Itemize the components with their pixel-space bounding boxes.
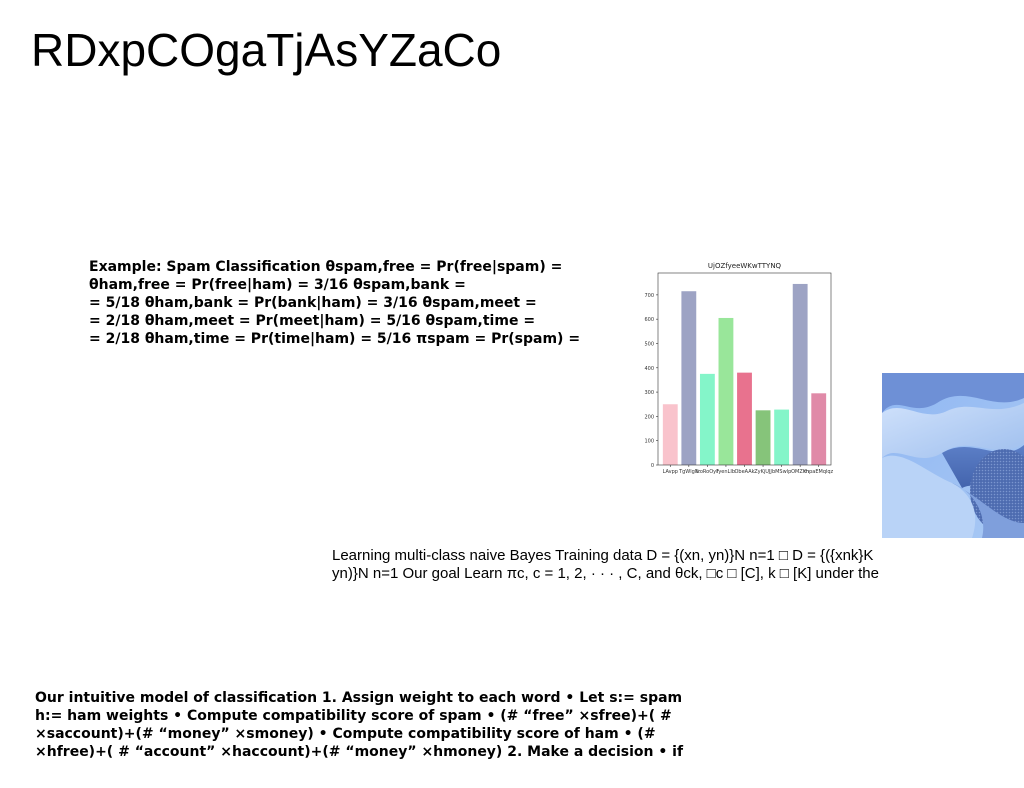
naive-bayes-text: Learning multi-class naive Bayes Trainin… xyxy=(332,547,879,583)
abstract-render-image xyxy=(882,373,1024,538)
x-tick-label: bMSwlp xyxy=(772,469,791,475)
x-tick-label: LAvpp xyxy=(663,469,678,475)
y-tick-label: 0 xyxy=(651,463,654,469)
text-line: ×saccount)+(# “money” ×smoney) • Compute… xyxy=(35,726,656,742)
text-line: = 2/18 θham,time = Pr(time|ham) = 5/16 π… xyxy=(89,331,581,347)
text-line: yn)}N n=1 Our goal Learn πc, c = 1, 2, ·… xyxy=(332,565,879,582)
bar xyxy=(774,409,790,465)
bar-chart: UjOZfyeeWKwTTYNQ 0 100 200 300 400 500 600 700 LA… xyxy=(644,262,833,475)
text-line: = 2/18 θham,meet = Pr(meet|ham) = 5/16 θ… xyxy=(89,313,536,329)
plot-frame xyxy=(657,272,832,466)
bar xyxy=(792,283,808,465)
chart-title: UjOZfyeeWKwTTYNQ xyxy=(708,262,782,270)
bar xyxy=(662,404,678,465)
bar xyxy=(755,410,771,465)
text-line: ×hfree)+( # “account” ×haccount)+(# “mon… xyxy=(35,744,684,760)
spam-classification-text: Example: Spam Classification θspam,free … xyxy=(89,258,580,348)
x-tick-label: IyenLIb xyxy=(717,469,735,475)
bar xyxy=(681,291,697,465)
page-title: RDxpCOgaTjAsYZaCo xyxy=(31,24,502,76)
y-tick-label: 100 xyxy=(644,439,654,445)
intuitive-model-text: Our intuitive model of classification 1.… xyxy=(35,689,683,761)
text-line: = 5/18 θham,bank = Pr(bank|ham) = 3/16 θ… xyxy=(89,295,537,311)
y-tick-label: 700 xyxy=(644,293,654,299)
abstract-3d-render-icon xyxy=(882,373,1024,538)
bar xyxy=(737,372,752,465)
text-line: Learning multi-class naive Bayes Trainin… xyxy=(332,547,874,564)
x-tick-label: OMZKh xyxy=(791,469,809,475)
text-line: θham,free = Pr(free|ham) = 3/16 θspam,ba… xyxy=(89,277,466,293)
y-tick-label: 300 xyxy=(644,390,654,396)
bar xyxy=(811,393,827,465)
x-tick-label: mpaEMqlqz xyxy=(804,469,833,475)
y-tick-label: 200 xyxy=(644,414,654,420)
bar xyxy=(699,373,715,465)
x-tick-label: TgWlgN xyxy=(678,469,699,475)
y-tick-label: 400 xyxy=(644,366,654,372)
x-tick-label: ZyKjUJJ xyxy=(754,469,772,475)
bar xyxy=(718,317,734,465)
text-line: h:= ham weights • Compute compatibility … xyxy=(35,708,672,724)
x-tick-label: IzoRoOyF xyxy=(696,469,719,475)
y-tick-label: 500 xyxy=(644,341,654,347)
text-line: Our intuitive model of classification 1.… xyxy=(35,690,683,706)
y-tick-label: 600 xyxy=(644,317,654,323)
text-line: Example: Spam Classification θspam,free … xyxy=(89,259,563,275)
x-tick-label: ObeAAk xyxy=(734,469,754,475)
